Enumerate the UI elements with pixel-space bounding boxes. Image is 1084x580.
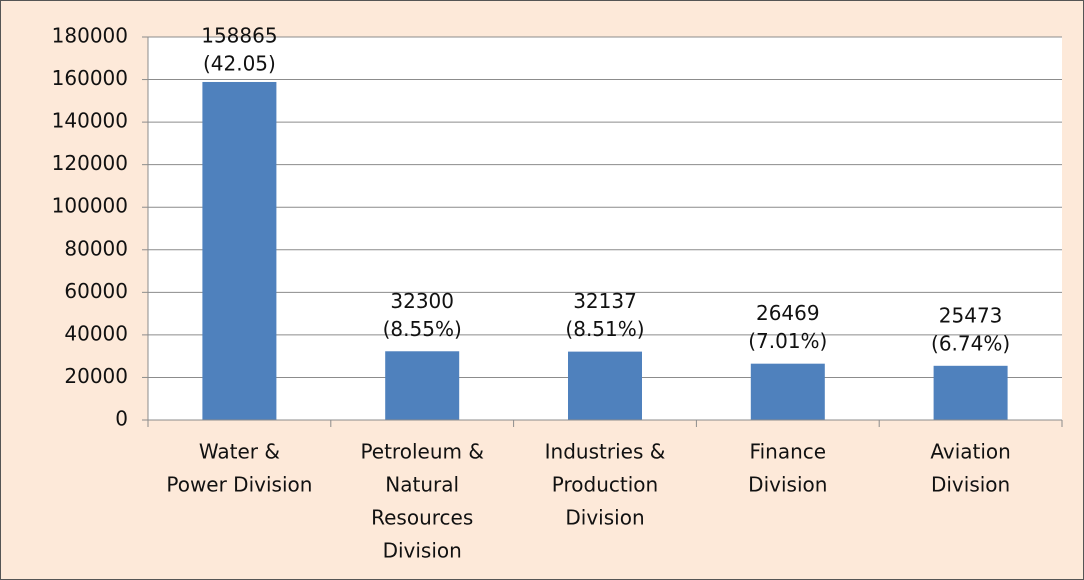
x-tick-label: Division [931, 473, 1010, 497]
x-tick-label: Finance [750, 440, 827, 464]
x-tick-label: Aviation [930, 440, 1010, 464]
x-tick-label: Resources [371, 506, 473, 530]
data-label: (7.01%) [748, 329, 827, 353]
data-label: 25473 [939, 303, 1003, 327]
y-tick-label: 180000 [52, 24, 128, 48]
data-label: (6.74%) [931, 331, 1010, 355]
bar [202, 81, 277, 420]
x-tick-label: Division [565, 506, 644, 530]
x-tick-label: Water & [199, 440, 280, 464]
y-tick-label: 120000 [52, 151, 128, 175]
x-tick-label: Power Division [166, 473, 312, 497]
y-tick-label: 60000 [64, 279, 128, 303]
x-tick-label: Division [383, 539, 462, 563]
data-label: 32300 [390, 289, 454, 313]
data-label: 32137 [573, 289, 637, 313]
y-tick-label: 140000 [52, 109, 128, 133]
bar [933, 365, 1008, 420]
y-tick-label: 0 [115, 407, 128, 431]
data-label: (8.55%) [383, 317, 462, 341]
data-label: (8.51%) [565, 317, 644, 341]
y-tick-label: 80000 [64, 236, 128, 260]
y-tick-label: 40000 [64, 321, 128, 345]
y-tick-label: 100000 [52, 194, 128, 218]
x-tick-label: Petroleum & [360, 440, 484, 464]
bar [385, 351, 460, 420]
data-label: 26469 [756, 301, 820, 325]
x-tick-label: Production [552, 473, 658, 497]
data-label: (42.05) [203, 52, 276, 76]
y-tick-label: 20000 [64, 364, 128, 388]
bar [568, 351, 642, 420]
bar [750, 363, 825, 420]
x-tick-label: Division [748, 473, 827, 497]
y-tick-label: 160000 [52, 66, 128, 90]
x-tick-label: Natural [385, 473, 459, 497]
x-tick-label: Industries & [545, 440, 666, 464]
data-label: 158865 [201, 24, 277, 48]
